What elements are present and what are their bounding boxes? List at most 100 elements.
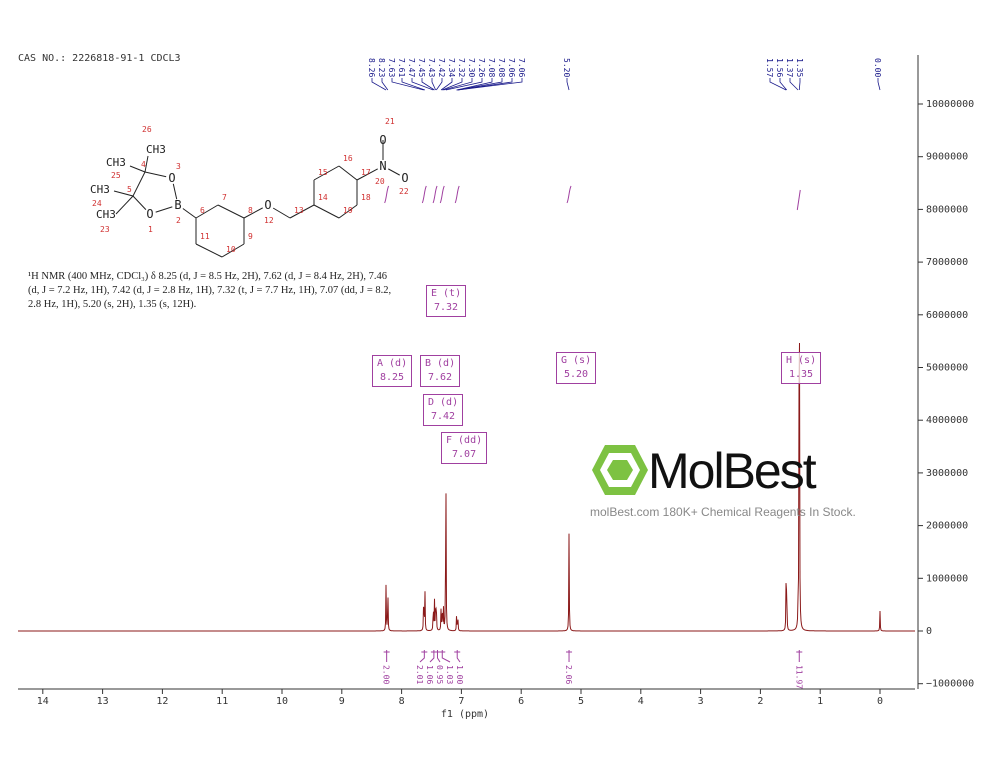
peak-label: 7.47 [407,58,416,77]
atom-bg [166,172,178,184]
peak-label: 7.06 [507,58,516,77]
peak-label: 7.61 [397,58,406,77]
atom-number: 18 [361,193,371,202]
multiplet-type: G (s) [561,355,592,366]
atom-number: 5 [127,185,132,194]
peak-label-leader [401,78,426,91]
integral-mark [383,650,390,662]
multiplet-box: G (s) 5.20 [556,352,597,384]
atom-number: 12 [264,216,274,225]
bond [115,195,134,215]
peak-label-leader [798,78,801,91]
x-tick-label: 13 [97,696,109,707]
x-tick-label: 6 [518,696,524,707]
multiplet-shift: 7.07 [452,449,477,460]
y-tick-label: 5000000 [926,363,968,374]
bond [338,204,358,219]
x-tick-label: 12 [156,696,168,707]
atom-label: N [379,159,386,173]
multiplet-box: H (s) 1.35 [781,352,822,384]
peak-label: 7.42 [437,58,446,77]
y-tick-label: 7000000 [926,257,968,268]
atom-label: O [168,171,175,185]
peak-label: 1.35 [795,58,804,77]
integral-curve [566,185,572,204]
atom-number: 2 [176,216,181,225]
atom-number: 25 [111,171,121,180]
atom-number: 23 [100,225,110,234]
integral-curve [432,185,438,204]
atom-label: B [174,198,181,212]
peak-label: 7.26 [477,58,486,77]
integral-mark [419,650,428,663]
multiplet-type: E (t) [431,288,462,299]
atom-number: 26 [142,125,152,134]
multiplet-box: D (d) 7.42 [423,394,464,426]
peak-label: 7.08 [487,58,496,77]
peak-label-leader [456,78,493,91]
peak-label-leader [435,78,443,91]
multiplet-box: B (d) 7.62 [420,355,461,387]
x-tick-label: 0 [877,696,883,707]
peak-label-leader [431,78,437,91]
peak-label-leader [445,78,483,91]
atom-number: 4 [141,160,146,169]
integral-mark [439,650,451,663]
peak-label: 1.57 [765,58,774,77]
atom-label: O [401,171,408,185]
watermark-tagline: molBest.com 180K+ Chemical Reagents In S… [590,505,856,519]
peak-label: 0.00 [873,58,882,77]
multiplet-type: B (d) [425,358,456,369]
y-tick-label: 4000000 [926,415,968,426]
cas-header: CAS NO.: 2226818-91-1 CDCL3 [18,53,181,64]
peak-label: 7.34 [447,58,456,77]
atom-number: 1 [148,225,153,234]
atom-bg [377,160,389,172]
peak-label-leader [371,78,387,91]
multiplet-type: F (dd) [446,435,483,446]
peak-label-leader [440,78,453,91]
peak-label-leader [442,78,463,91]
integral-mark [796,650,803,662]
peak-label: 1.37 [785,58,794,77]
bond [144,155,149,173]
peak-label: 7.30 [467,58,476,77]
atom-label: O [379,133,386,147]
peak-label-leader [443,78,473,91]
y-tick-label: 1000000 [926,573,968,584]
multiplet-shift: 7.32 [434,302,459,313]
y-tick-label: 8000000 [926,204,968,215]
atom-number: 17 [361,168,371,177]
bond [221,243,245,258]
peak-label: 7.43 [427,58,436,77]
x-tick-label: 4 [638,696,644,707]
integral-value: 0.95 [435,665,444,684]
peak-label-leader [411,78,434,91]
integral-value: 2.06 [564,665,573,684]
integral-curve [439,185,445,204]
spectrum-line [18,342,915,632]
bond [313,165,340,181]
x-tick-label: 11 [216,696,228,707]
integral-curve [384,185,390,204]
bond [217,204,245,219]
peak-label: 7.06 [517,58,526,77]
multiplet-type: A (d) [377,358,408,369]
multiplet-type: D (d) [428,397,459,408]
integral-value: 1.03 [445,665,454,684]
peak-label-leader [381,78,389,91]
integral-mark [454,650,461,663]
atom-bg [172,199,184,211]
atom-number: 8 [248,206,253,215]
methyl-label: CH3 [90,183,110,196]
y-tick-label: 0 [926,626,932,637]
integral-value: 1.06 [425,665,434,684]
peak-label-leader [877,78,881,91]
x-tick-label: 2 [757,696,763,707]
peak-label: 7.63 [387,58,396,77]
atom-number: 11 [200,232,210,241]
peak-label-leader [456,78,503,91]
peak-label: 8.23 [377,58,386,77]
peak-label-leader [789,78,799,91]
